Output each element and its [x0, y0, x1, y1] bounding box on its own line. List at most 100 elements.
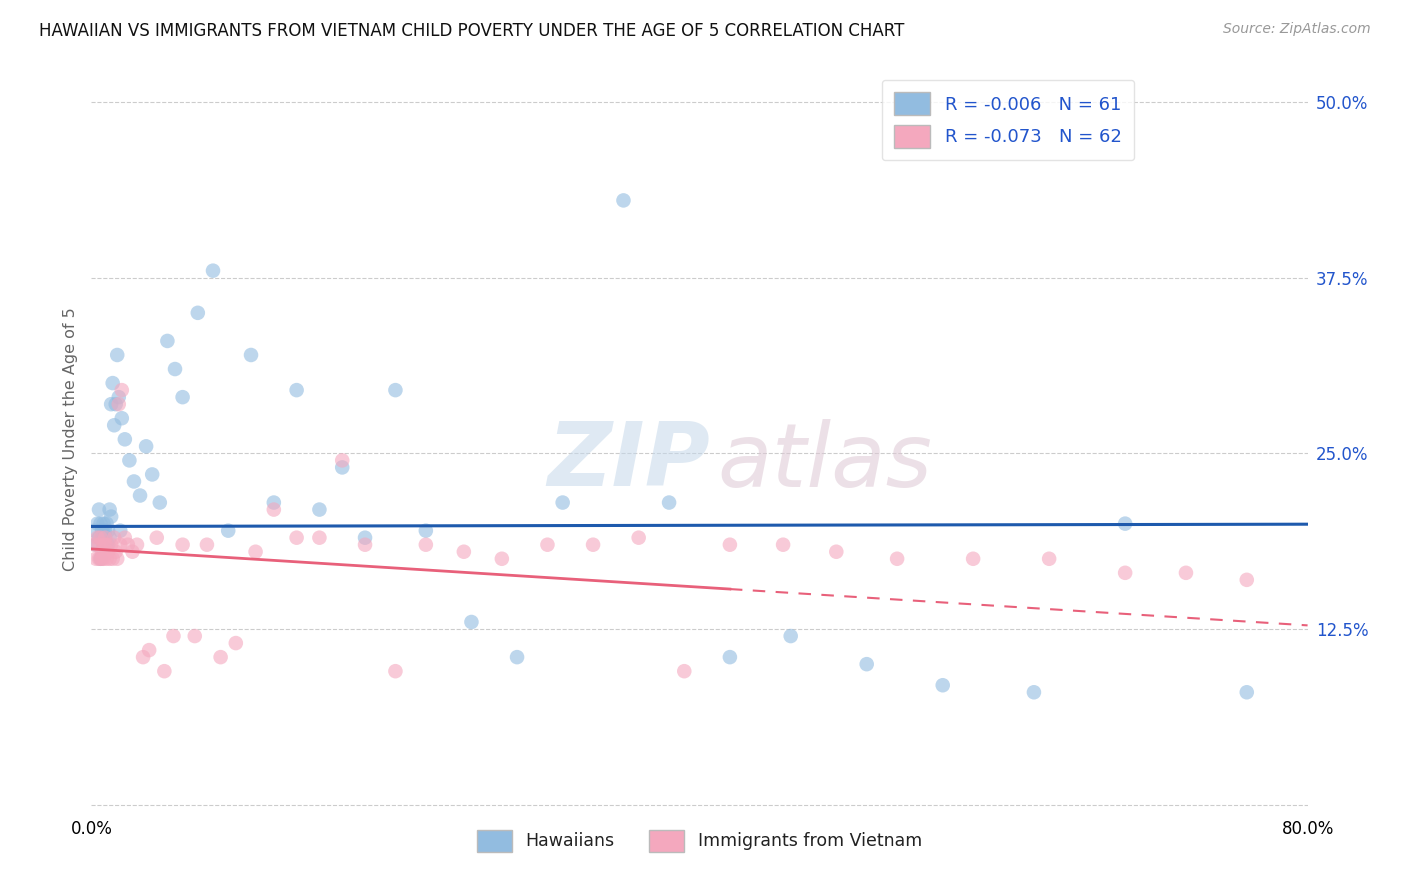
Point	[89, 516, 111, 531]
Point	[96, 538, 118, 552]
Point	[86, 531, 108, 545]
Point	[384, 664, 406, 678]
Point	[354, 531, 377, 545]
Point	[89, 531, 111, 545]
Point	[886, 551, 908, 566]
Point	[96, 538, 118, 552]
Point	[117, 538, 139, 552]
Point	[103, 531, 125, 545]
Point	[87, 551, 110, 566]
Point	[110, 524, 132, 538]
Point	[101, 376, 124, 390]
Point	[1114, 516, 1136, 531]
Point	[225, 636, 247, 650]
Point	[285, 383, 308, 397]
Point	[122, 475, 145, 489]
Text: Source: ZipAtlas.com: Source: ZipAtlas.com	[1223, 22, 1371, 37]
Point	[94, 524, 117, 538]
Point	[263, 502, 285, 516]
Point	[209, 650, 232, 665]
Point	[121, 545, 143, 559]
Point	[83, 524, 105, 538]
Point	[384, 383, 406, 397]
Point	[138, 643, 160, 657]
Point	[491, 551, 513, 566]
Point	[110, 538, 132, 552]
Point	[551, 495, 574, 509]
Point	[91, 524, 114, 538]
Point	[105, 551, 128, 566]
Point	[83, 538, 105, 552]
Point	[111, 411, 134, 425]
Point	[91, 551, 114, 566]
Point	[103, 418, 125, 433]
Point	[460, 615, 482, 629]
Point	[172, 538, 194, 552]
Point	[187, 306, 209, 320]
Point	[415, 524, 437, 538]
Point	[129, 489, 152, 503]
Point	[415, 538, 437, 552]
Point	[87, 531, 110, 545]
Point	[1174, 566, 1197, 580]
Point	[107, 397, 129, 411]
Point	[195, 538, 218, 552]
Point	[506, 650, 529, 665]
Point	[240, 348, 263, 362]
Point	[91, 545, 114, 559]
Point	[779, 629, 801, 643]
Point	[94, 538, 117, 552]
Point	[97, 524, 120, 538]
Point	[100, 509, 122, 524]
Point	[718, 650, 741, 665]
Point	[141, 467, 163, 482]
Point	[91, 531, 114, 545]
Y-axis label: Child Poverty Under the Age of 5: Child Poverty Under the Age of 5	[62, 308, 77, 571]
Point	[94, 531, 117, 545]
Point	[330, 460, 353, 475]
Point	[114, 433, 136, 447]
Point	[330, 453, 353, 467]
Point	[93, 538, 115, 552]
Point	[93, 538, 115, 552]
Point	[86, 516, 108, 531]
Point	[285, 531, 308, 545]
Point	[93, 516, 115, 531]
Text: atlas: atlas	[717, 418, 932, 505]
Point	[153, 664, 176, 678]
Point	[931, 678, 953, 692]
Point	[145, 531, 167, 545]
Point	[132, 650, 155, 665]
Point	[1236, 685, 1258, 699]
Point	[184, 629, 207, 643]
Point	[107, 390, 129, 404]
Point	[111, 383, 134, 397]
Point	[855, 657, 877, 672]
Point	[536, 538, 558, 552]
Point	[202, 263, 225, 277]
Text: ZIP: ZIP	[547, 418, 710, 505]
Point	[93, 551, 115, 566]
Point	[627, 531, 650, 545]
Point	[308, 502, 330, 516]
Point	[105, 348, 128, 362]
Point	[89, 551, 111, 566]
Point	[101, 551, 124, 566]
Point	[96, 551, 118, 566]
Point	[98, 531, 121, 545]
Point	[104, 545, 127, 559]
Point	[718, 538, 741, 552]
Point	[1038, 551, 1060, 566]
Point	[135, 439, 157, 453]
Point	[1236, 573, 1258, 587]
Point	[163, 362, 186, 376]
Point	[94, 531, 117, 545]
Point	[156, 334, 179, 348]
Point	[98, 502, 121, 516]
Point	[1022, 685, 1045, 699]
Point	[84, 538, 107, 552]
Point	[172, 390, 194, 404]
Point	[97, 545, 120, 559]
Point	[962, 551, 984, 566]
Point	[149, 495, 172, 509]
